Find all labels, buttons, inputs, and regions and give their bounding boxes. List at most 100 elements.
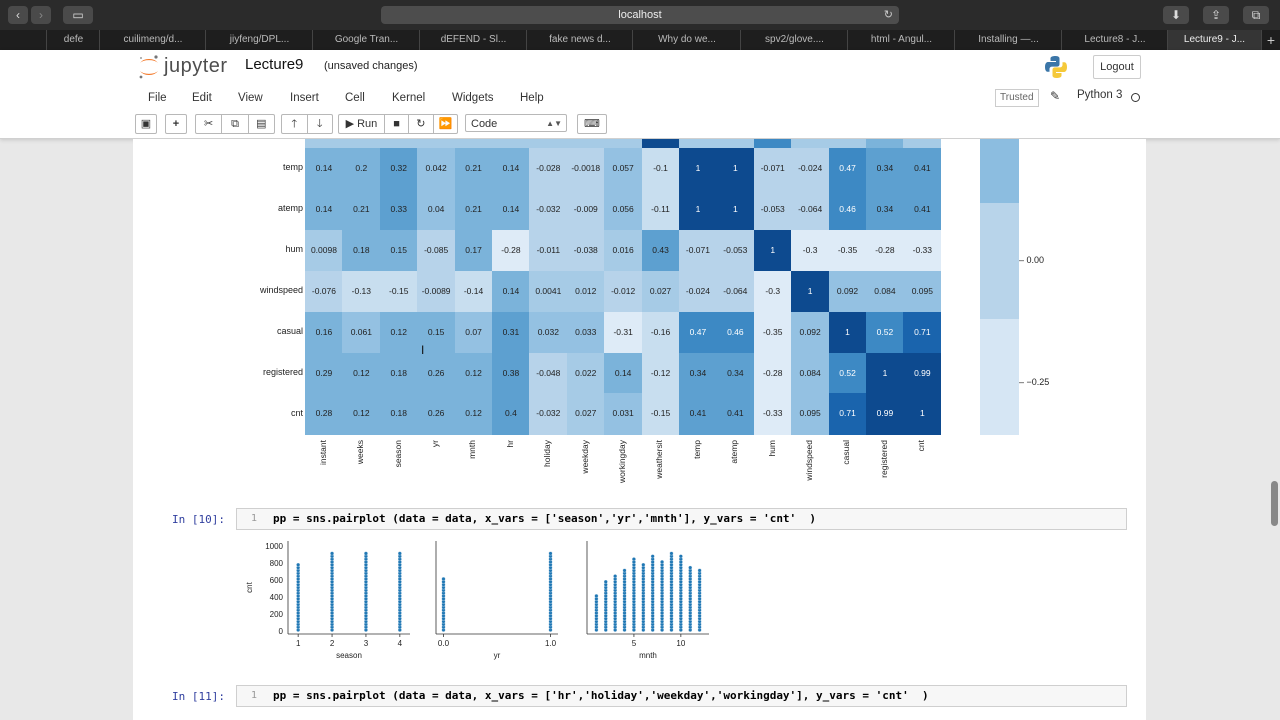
heatmap-col-label: workingday <box>616 440 627 484</box>
heatmap-cell: 0.14 <box>305 188 343 231</box>
cut-icon[interactable]: ✂ <box>196 115 223 133</box>
save-icon[interactable]: ▣ <box>135 114 157 134</box>
restart-icon[interactable]: ↻ <box>409 115 434 133</box>
heatmap-cell: -0.053 <box>753 188 792 231</box>
code-cell-input[interactable]: 1 pp = sns.pairplot (data = data, x_vars… <box>236 508 1127 530</box>
forward-button[interactable]: › <box>31 6 51 24</box>
heatmap-cell: 0.14 <box>492 148 530 190</box>
browser-tab[interactable]: jiyfeng/DPL... <box>205 30 313 50</box>
heatmap-cell: -0.0018 <box>566 148 605 190</box>
menu-cell[interactable]: Cell <box>345 92 365 104</box>
heatmap-row-label: temp <box>282 162 303 173</box>
browser-tab[interactable]: html - Angul... <box>847 30 955 50</box>
menu-kernel[interactable]: Kernel <box>392 92 426 104</box>
heatmap-cell: 0.04 <box>417 188 456 231</box>
edit-button-group: ✂ ⧉ ▤ <box>195 114 275 134</box>
heatmap-cell: -0.053 <box>716 229 755 272</box>
heatmap-cell: -0.0089 <box>417 270 456 313</box>
browser-tab[interactable]: cuilimeng/d... <box>99 30 206 50</box>
heatmap-cell: -0.3 <box>753 270 792 313</box>
heatmap-cell: 0.41 <box>679 393 717 435</box>
heatmap-cell: 0.012 <box>566 270 605 313</box>
trusted-badge[interactable]: Trusted <box>995 89 1039 107</box>
browser-tab[interactable]: Lecture8 - J... <box>1061 30 1168 50</box>
new-tab-button[interactable]: + <box>1261 30 1280 50</box>
command-palette-icon[interactable]: ⌨ <box>577 114 607 134</box>
paste-icon[interactable]: ▤ <box>256 118 267 130</box>
heatmap-cell: -0.35 <box>828 229 867 272</box>
share-icon[interactable]: ⇪ <box>1203 6 1229 24</box>
pairplot-ytick: 0 <box>279 627 284 636</box>
sidebar-icon[interactable]: ▭ <box>63 6 93 24</box>
text-cursor-icon: I <box>421 343 425 357</box>
heatmap-cell: 0.12 <box>342 352 381 394</box>
move-button-group: 🡑 🡓 <box>281 114 333 134</box>
heatmap-col-label: weathersit <box>654 440 665 480</box>
browser-tab[interactable]: Lecture9 - J... <box>1167 30 1261 50</box>
heatmap-col-label: holiday <box>542 440 553 468</box>
heatmap-cell: 0.033 <box>566 311 605 353</box>
browser-tab[interactable]: dEFEND - Sl... <box>419 30 527 50</box>
heatmap-cell <box>566 139 605 148</box>
heatmap-col-label: windspeed <box>803 440 814 481</box>
browser-tab[interactable]: spv2/glove.... <box>740 30 848 50</box>
menu-view[interactable]: View <box>238 92 263 104</box>
browser-tab[interactable]: Why do we... <box>632 30 741 50</box>
heatmap-cell: 0.15 <box>379 229 418 272</box>
kernel-name[interactable]: Python 3 <box>1077 89 1123 101</box>
heatmap-cell: 0.027 <box>566 393 605 435</box>
heatmap-row-label: atemp <box>277 203 303 214</box>
heatmap-cell: -0.28 <box>492 229 530 272</box>
heatmap-cell: -0.28 <box>753 352 792 394</box>
menu-widgets[interactable]: Widgets <box>452 92 494 104</box>
download-icon[interactable]: ⬇ <box>1163 6 1189 24</box>
jupyter-logo-text[interactable]: jupyter <box>164 55 228 77</box>
code-cell-input[interactable]: 1 pp = sns.pairplot (data = data, x_vars… <box>236 685 1127 707</box>
pairplot-point <box>613 574 618 579</box>
copy-icon[interactable]: ⧉ <box>222 115 249 133</box>
url-bar[interactable]: localhost ↻ <box>381 6 899 24</box>
page-scrollbar[interactable] <box>1271 481 1278 526</box>
kernel-idle-icon <box>1131 93 1140 102</box>
browser-tab[interactable]: Installing —... <box>954 30 1062 50</box>
heatmap-cell: 0.26 <box>417 393 456 435</box>
notebook-title[interactable]: Lecture9 <box>245 56 304 73</box>
reload-icon[interactable]: ↻ <box>883 9 893 21</box>
menu-edit[interactable]: Edit <box>192 92 212 104</box>
move-up-icon[interactable]: 🡑 <box>282 115 308 133</box>
heatmap-cell: 0.29 <box>305 352 343 394</box>
back-button[interactable]: ‹ <box>8 6 28 24</box>
python-logo-icon <box>1045 56 1067 78</box>
jupyter-logo-icon <box>139 55 158 79</box>
code-line[interactable]: pp = sns.pairplot (data = data, x_vars =… <box>273 689 929 702</box>
pairplot-xtick: 10 <box>676 639 685 648</box>
logout-button[interactable]: Logout <box>1093 55 1141 79</box>
code-line[interactable]: pp = sns.pairplot (data = data, x_vars =… <box>273 512 817 525</box>
heatmap-cell: -0.048 <box>529 352 568 394</box>
heatmap-cell: 0.47 <box>679 311 717 353</box>
insert-cell-icon[interactable]: + <box>165 114 187 134</box>
stop-icon[interactable]: ■ <box>385 115 410 133</box>
restart-run-all-icon[interactable]: ⏩ <box>438 118 453 130</box>
heatmap-cell: 0.12 <box>342 393 381 435</box>
heatmap-col-label: temp <box>691 440 702 460</box>
pairplot-ytick: 200 <box>270 610 284 619</box>
menu-insert[interactable]: Insert <box>290 92 319 104</box>
cell-type-select[interactable]: Code ▲▼ <box>465 114 567 132</box>
menu-help[interactable]: Help <box>520 92 544 104</box>
heatmap-cell: 0.0041 <box>529 270 568 313</box>
edit-mode-icon: ✎ <box>1050 89 1061 103</box>
menu-file[interactable]: File <box>148 92 167 104</box>
heatmap-cell: -0.009 <box>566 188 605 231</box>
heatmap-cell: 0.12 <box>454 393 493 435</box>
move-down-icon[interactable]: 🡓 <box>316 118 323 130</box>
pairplot-point <box>397 551 402 556</box>
browser-tab[interactable]: defe <box>46 30 100 50</box>
tabs-overview-icon[interactable]: ⧉ <box>1243 6 1269 24</box>
heatmap-cell: 0.032 <box>529 311 568 353</box>
pairplot-point <box>678 554 683 559</box>
run-button[interactable]: ▶ Run <box>339 115 385 133</box>
browser-tab[interactable]: fake news d... <box>526 30 633 50</box>
browser-tab[interactable]: Google Tran... <box>312 30 420 50</box>
heatmap-cell <box>604 139 643 148</box>
